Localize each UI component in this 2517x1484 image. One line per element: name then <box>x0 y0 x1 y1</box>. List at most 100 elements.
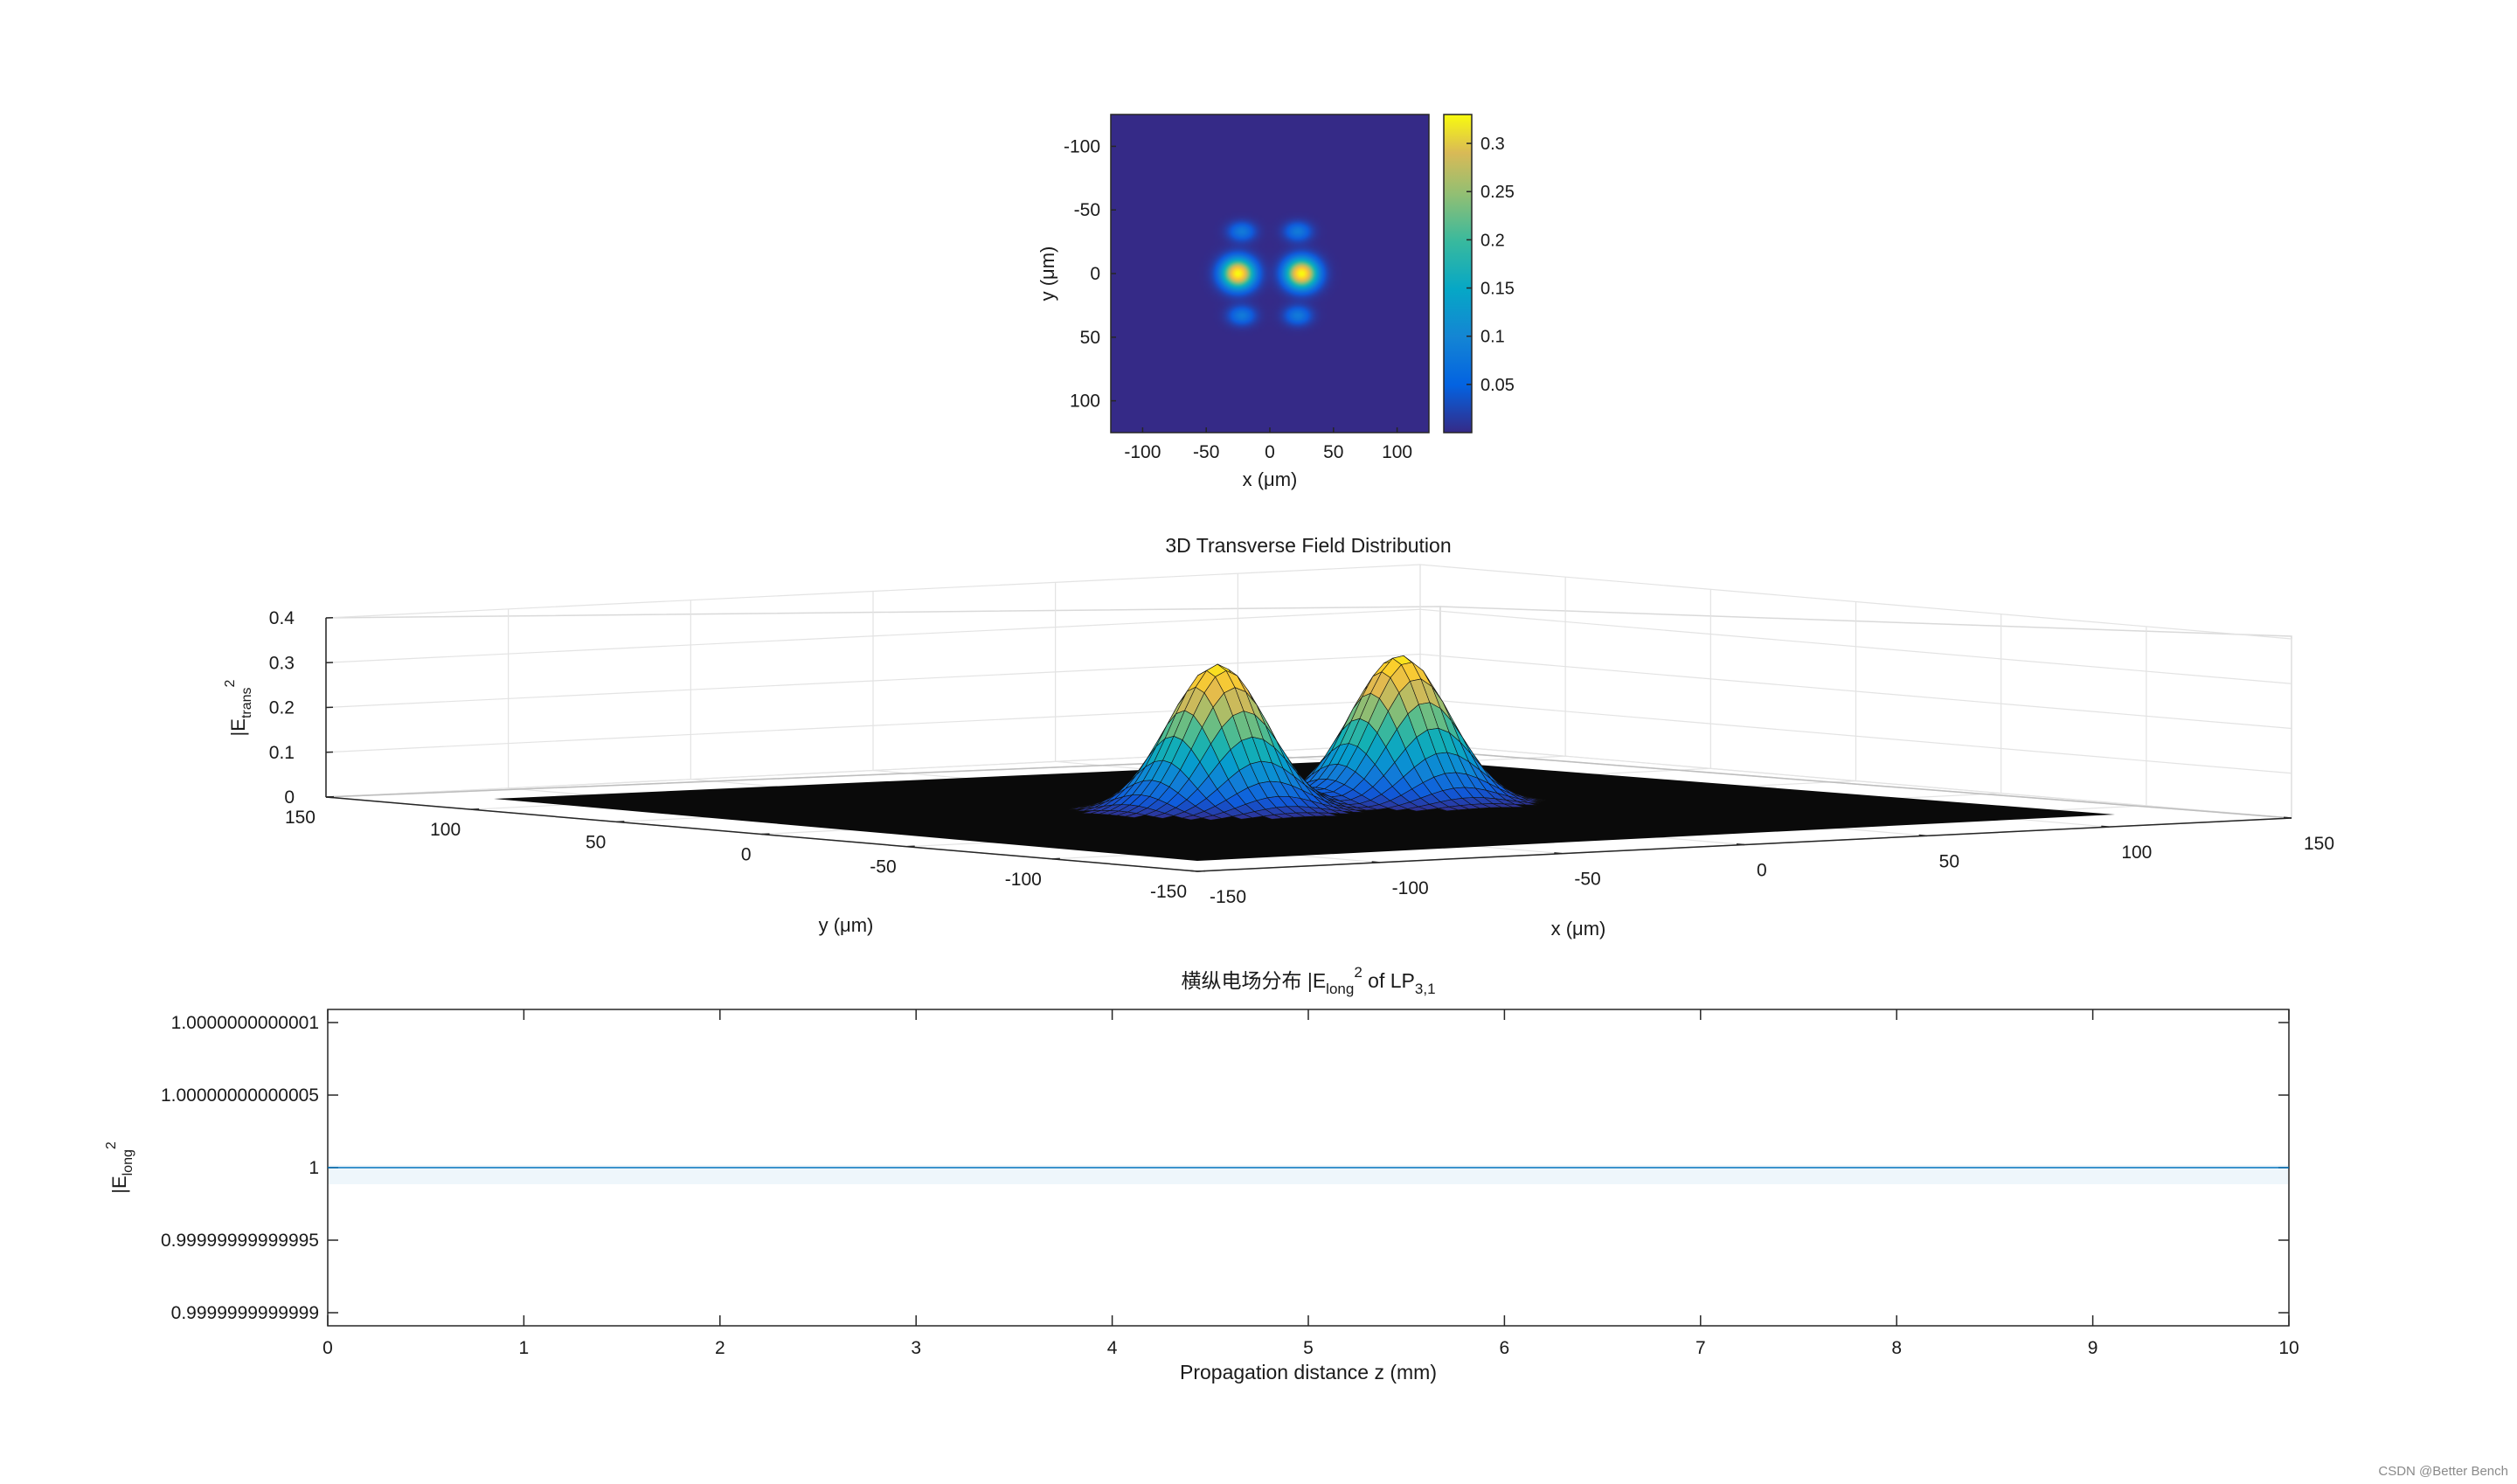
line-title-sup: 2 <box>1354 964 1362 981</box>
surface-zlabel-sup: 2 <box>223 679 238 687</box>
surface-xtick-label: 0 <box>1757 861 1767 881</box>
surface-mesh <box>1069 655 1546 821</box>
line-xtick-label: 9 <box>2088 1338 2098 1358</box>
surface-xtick-label: -100 <box>1392 878 1429 898</box>
line-ytick-label: 0.9999999999999 <box>171 1303 319 1323</box>
surface-ztick-label: 0.2 <box>269 698 295 718</box>
heatmap-y-ticks: -100 -50 0 50 100 <box>1064 136 1116 412</box>
heatmap-ytick-label: 50 <box>1080 328 1100 348</box>
surface-xtick-mark <box>2101 825 2110 828</box>
surface-ytick-label: 50 <box>586 832 606 852</box>
line-ytick-label: 0.99999999999995 <box>161 1231 319 1251</box>
surface-xtick-mark <box>1554 852 1563 855</box>
surface-mesh-quad <box>1523 796 1544 801</box>
line-x-ticks: 0 1 2 3 4 5 6 7 8 9 10 <box>322 1009 2299 1358</box>
surface-ztick-label: 0 <box>284 787 295 808</box>
heatmap-ytick-label: 0 <box>1090 264 1100 284</box>
colorbar-tick-label: 0.3 <box>1480 135 1505 154</box>
line-ylabel: |Elong2 <box>104 1141 135 1194</box>
line-xtick-label: 4 <box>1107 1338 1118 1358</box>
colorbar-ticks: 0.05 0.1 0.15 0.2 0.25 0.3 <box>1467 135 1515 395</box>
heatmap-ytick-label: -100 <box>1064 136 1100 156</box>
line-xlabel: Propagation distance z (mm) <box>1180 1361 1437 1383</box>
surface-ztick-label: 0.4 <box>269 608 295 628</box>
line-panel: 横纵电场分布 |Elong2 of LP3,1 0 1 2 3 4 5 6 7 8 9 10 0.9… <box>104 964 2299 1383</box>
line-band <box>329 1165 2288 1184</box>
line-ytick-label: 1.00000000000005 <box>161 1085 319 1106</box>
surface-mesh-quad <box>1317 812 1338 817</box>
line-xtick-label: 5 <box>1303 1338 1314 1358</box>
colorbar-tick-label: 0.15 <box>1480 280 1515 299</box>
surface-z-ticks: 0 0.1 0.2 0.3 0.4 <box>269 608 334 808</box>
line-title-of: of LP <box>1363 969 1415 992</box>
heatmap-ylabel: y (μm) <box>1037 246 1058 302</box>
line-title: 横纵电场分布 |Elong2 of LP3,1 <box>1181 964 1435 997</box>
line-xtick-label: 2 <box>715 1338 725 1358</box>
surface-zlabel-sub: trans <box>239 687 254 718</box>
surface-ytick-label: -50 <box>870 857 896 877</box>
line-xtick-label: 0 <box>322 1338 333 1358</box>
heatmap-xtick-label: -100 <box>1124 442 1161 462</box>
heatmap-xtick-label: 0 <box>1265 442 1275 462</box>
line-ytick-label: 1 <box>309 1158 319 1178</box>
surface-ytick-label: -150 <box>1150 882 1187 902</box>
surface-xtick-mark <box>2283 816 2292 819</box>
line-title-abs: |E <box>1301 969 1326 992</box>
heatmap-ytick-label: -50 <box>1074 200 1100 220</box>
colorbar-tick-label: 0.1 <box>1480 328 1505 347</box>
line-title-sub: long <box>1326 981 1354 997</box>
surface-xlabel: x (μm) <box>1551 918 1606 940</box>
surface-mesh-quad <box>1516 801 1537 806</box>
line-ylabel-sup: 2 <box>104 1141 119 1149</box>
heatmap-ytick-label: 100 <box>1070 392 1100 412</box>
surface-mesh-quad <box>1503 803 1524 808</box>
surface-ytick-label: -100 <box>1005 870 1042 890</box>
colorbar-tick-label: 0.2 <box>1480 231 1505 250</box>
heatmap-xtick-label: 100 <box>1382 442 1412 462</box>
surface-ytick-label: 0 <box>741 845 752 865</box>
line-ylabel-base: |E <box>108 1175 130 1193</box>
surface-mesh-quad <box>1521 796 1542 802</box>
surface-xtick-mark <box>1371 861 1380 863</box>
surface-zlabel: |Etrans2 <box>223 679 254 736</box>
line-ylabel-sub: long <box>121 1149 135 1175</box>
colorbar-tick-label: 0.25 <box>1480 183 1515 202</box>
line-title-cjk: 横纵电场分布 <box>1181 969 1301 992</box>
surface-xtick-label: 50 <box>1939 851 1959 871</box>
line-xtick-label: 7 <box>1695 1338 1706 1358</box>
surface-xtick-label: -50 <box>1574 870 1600 890</box>
surface-title: 3D Transverse Field Distribution <box>1165 534 1451 557</box>
surface-mesh-quad <box>1330 809 1351 815</box>
surface-ytick-label: 100 <box>430 820 461 840</box>
watermark: CSDN @Better Bench <box>2378 1464 2508 1479</box>
surface-ztick-label: 0.3 <box>269 653 295 673</box>
line-xtick-label: 1 <box>519 1338 530 1358</box>
surface-mesh-quad <box>1519 798 1539 804</box>
colorbar <box>1443 114 1473 433</box>
heatmap-xlabel: x (μm) <box>1243 468 1298 490</box>
surface-xtick-mark <box>1736 843 1745 846</box>
heatmap-panel: -100 -50 0 50 100 -100 -50 0 50 100 x (μm) y (μm… <box>1037 114 1515 490</box>
line-xtick-label: 3 <box>911 1338 921 1358</box>
line-ytick-label: 1.0000000000001 <box>171 1013 319 1033</box>
heatmap-x-ticks: -100 -50 0 50 100 <box>1124 427 1412 462</box>
line-title-sub2: 3,1 <box>1415 981 1436 997</box>
surface-ytick-label: 150 <box>285 808 315 828</box>
heatmap-xtick-label: -50 <box>1193 442 1219 462</box>
surface-y-ticks: 150 100 50 0 -50 -100 -150 <box>285 795 1206 902</box>
surface-mesh-quad <box>1343 808 1364 813</box>
surface-panel: 3D Transverse Field Distribution 0 0.1 0.2… <box>223 534 2334 940</box>
surface-zlabel-base: |E <box>227 718 249 736</box>
surface-ztick-label: 0.1 <box>269 743 295 763</box>
surface-xtick-label: -150 <box>1210 887 1246 907</box>
surface-xtick-label: 150 <box>2304 834 2334 854</box>
line-xtick-label: 6 <box>1500 1338 1510 1358</box>
surface-ylabel: y (μm) <box>819 914 874 936</box>
colorbar-tick-label: 0.05 <box>1480 376 1515 395</box>
heatmap-image <box>1111 114 1429 433</box>
heatmap-xtick-label: 50 <box>1323 442 1343 462</box>
line-xtick-label: 8 <box>1891 1338 1902 1358</box>
surface-xtick-label: 100 <box>2121 843 2152 863</box>
surface-x-ticks: -150 -100 -50 0 50 100 150 <box>1189 816 2334 907</box>
